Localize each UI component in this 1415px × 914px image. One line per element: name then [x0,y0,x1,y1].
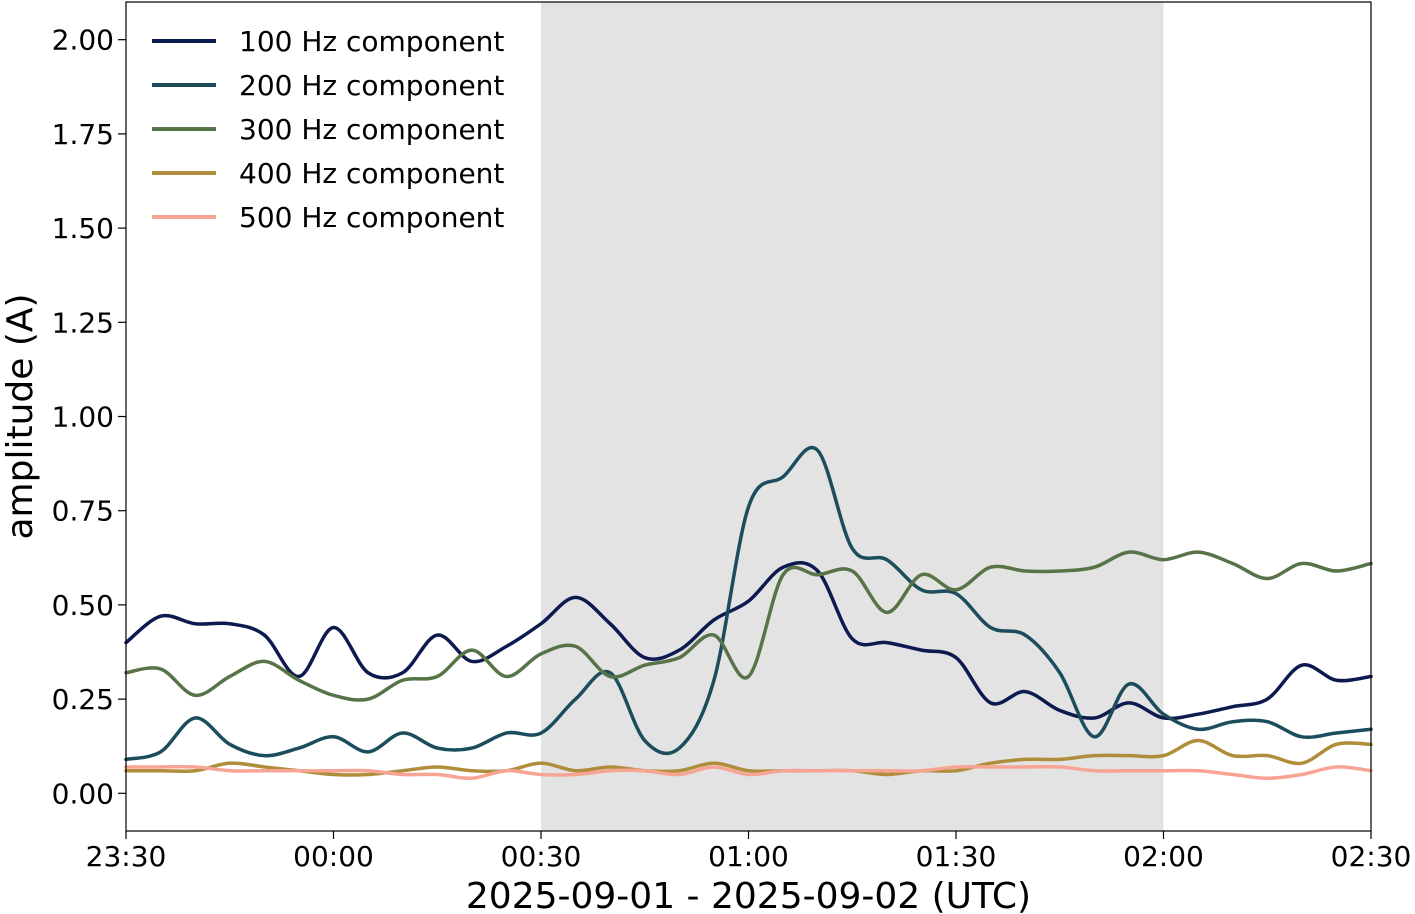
x-tick-label: 01:30 [916,840,997,873]
series-layer [124,445,1373,781]
y-tick-label: 1.75 [52,118,114,151]
shaded-time-window [541,2,1164,831]
y-tick-label: 1.50 [52,212,114,245]
x-axis: 23:30 00:00 00:30 01:00 01:30 02:00 02:30 [86,831,1412,873]
legend: 100 Hz component 200 Hz component 300 Hz c… [152,25,504,234]
y-tick-label: 0.50 [52,589,114,622]
legend-label-4: 400 Hz component [239,157,504,190]
x-tick-label: 00:00 [293,840,374,873]
series-line-3 [124,550,1373,702]
y-tick-label: 0.75 [52,495,114,528]
x-tick-label: 02:30 [1331,840,1412,873]
legend-label-1: 100 Hz component [239,25,504,58]
series-line-1 [124,561,1373,721]
y-axis-label: amplitude (A) [0,293,41,539]
x-tick-label: 00:30 [501,840,582,873]
y-tick-label: 0.00 [52,777,114,810]
series-line-5 [124,764,1373,781]
series-line-2 [124,445,1373,762]
x-tick-label: 01:00 [708,840,789,873]
x-tick-label: 23:30 [86,840,167,873]
legend-label-2: 200 Hz component [239,69,504,102]
y-axis: 0.00 0.25 0.50 0.75 1.00 1.25 1.50 1.75 2.00 [52,24,126,810]
series-line-4 [124,738,1373,777]
x-tick-label: 02:00 [1123,840,1204,873]
legend-label-3: 300 Hz component [239,113,504,146]
y-tick-label: 1.25 [52,306,114,339]
y-tick-label: 2.00 [52,24,114,57]
x-axis-label: 2025-09-01 - 2025-09-02 (UTC) [466,876,1031,914]
legend-label-5: 500 Hz component [239,201,504,234]
y-tick-label: 0.25 [52,683,114,716]
y-tick-label: 1.00 [52,401,114,434]
